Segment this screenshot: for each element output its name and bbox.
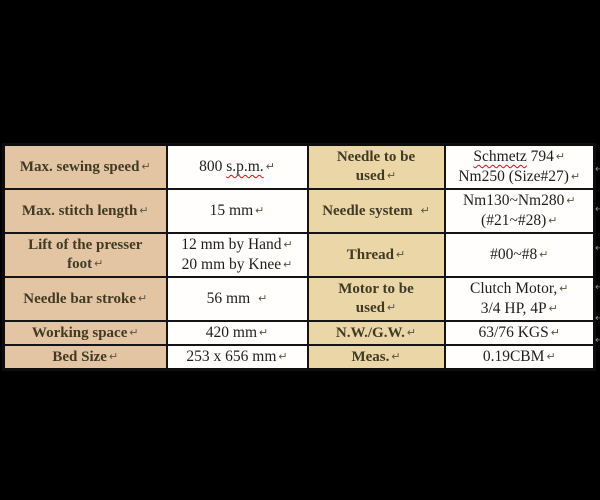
- row-end-mark: ↵: [595, 243, 600, 254]
- line-break-mark: ↵: [550, 327, 560, 339]
- line-break-mark: ↵: [283, 239, 293, 251]
- cell-text: 794: [526, 148, 554, 165]
- line-break-mark: ↵: [259, 327, 269, 339]
- cell-text: 420 mm: [205, 324, 258, 341]
- cell-text: Meas.: [351, 348, 390, 365]
- line-break-mark: ↵: [94, 258, 104, 270]
- cell-text: 20 mm by Knee: [181, 256, 282, 273]
- cell-text: 800: [199, 158, 227, 175]
- row-end-mark: ↵: [595, 313, 600, 324]
- spec-value-cell: #00~#8 ↵: [443, 232, 596, 278]
- specs-table: Max. sewing speed ↵ 800 s.p.m. ↵ Needle to…: [2, 143, 596, 371]
- misspelled-text: Schmetz: [473, 148, 527, 165]
- line-break-mark: ↵: [139, 204, 149, 217]
- cell-text: 3/4 HP, 4P: [480, 300, 547, 317]
- cell-text: N.W./G.W.: [335, 324, 405, 341]
- cell-text: 12 mm by Hand: [181, 236, 282, 253]
- table-row: Working space ↵ 420 mm ↵ N.W./G.W. ↵ 63/76 …: [2, 320, 596, 346]
- cell-text: #00~#8: [490, 246, 538, 263]
- spec-label-cell: Working space ↵: [2, 320, 168, 346]
- spec-label-cell: Lift of the presser foot ↵: [2, 232, 168, 278]
- cell-text: Nm130~Nm280: [462, 192, 565, 209]
- cell-text: 63/76 KGS: [478, 324, 549, 341]
- spec-value-cell: Schmetz 794 ↵ Nm250 (Size#27) ↵: [443, 143, 596, 190]
- cell-text: used: [355, 168, 385, 184]
- spec-value-cell: 15 mm ↵: [165, 188, 309, 234]
- cell-text: Needle system: [322, 202, 413, 219]
- spec-label-cell: Max. stitch length ↵: [2, 188, 168, 234]
- line-break-mark: ↵: [283, 259, 293, 271]
- cell-text: Needle to be: [336, 149, 416, 165]
- cell-text: Clutch Motor,: [470, 280, 558, 297]
- cell-text: Thread: [346, 246, 394, 263]
- cell-text: Lift of the presser: [28, 237, 143, 253]
- cell-text: 15 mm: [209, 202, 254, 219]
- line-break-mark: ↵: [108, 350, 119, 363]
- spec-value-cell: 56 mm ↵: [165, 276, 309, 322]
- row-end-mark: ↵: [595, 335, 600, 346]
- line-break-mark: ↵: [559, 283, 569, 295]
- cell-text: 253 x 656 mm: [186, 348, 277, 365]
- line-break-mark: ↵: [278, 351, 288, 363]
- table-row: Bed Size ↵ 253 x 656 mm ↵ Meas. ↵ 0.19CBM ↵: [2, 344, 596, 371]
- spec-label-cell: Needle system ↵: [306, 188, 446, 234]
- spec-label-cell: Needle to be used ↵: [306, 143, 446, 190]
- spec-value-cell: 420 mm ↵: [165, 320, 309, 346]
- line-break-mark: ↵: [420, 204, 430, 217]
- line-break-mark: ↵: [539, 249, 549, 261]
- spec-value-cell: 12 mm by Hand ↵ 20 mm by Knee ↵: [165, 232, 309, 278]
- line-break-mark: ↵: [555, 151, 566, 163]
- cell-text: Working space: [31, 324, 128, 341]
- line-break-mark: ↵: [566, 195, 576, 207]
- table-row: Lift of the presser foot ↵ 12 mm by Hand ↵…: [2, 232, 596, 278]
- line-break-mark: ↵: [548, 215, 558, 227]
- spec-value-cell: 63/76 KGS ↵: [443, 320, 596, 346]
- spec-label-cell: Motor to be used ↵: [306, 276, 446, 322]
- cell-text: Max. sewing speed: [19, 158, 140, 175]
- spec-value-cell: Clutch Motor, ↵ 3/4 HP, 4P ↵: [443, 276, 596, 322]
- line-break-mark: ↵: [138, 292, 148, 305]
- misspelled-text: s.p.m.: [226, 158, 264, 175]
- spec-label-cell: Bed Size ↵: [2, 344, 168, 371]
- spec-value-cell: 253 x 656 mm ↵: [165, 344, 309, 371]
- line-break-mark: ↵: [391, 350, 401, 363]
- line-break-mark: ↵: [129, 326, 139, 339]
- line-break-mark: ↵: [141, 160, 151, 173]
- line-break-mark: ↵: [386, 302, 397, 314]
- spec-label-cell: Needle bar stroke ↵: [2, 276, 168, 322]
- cell-text: Bed Size: [52, 348, 107, 365]
- spec-label-cell: N.W./G.W. ↵: [306, 320, 446, 346]
- table-row: Needle bar stroke ↵ 56 mm ↵ Motor to be us…: [2, 276, 596, 322]
- spec-label-cell: Max. sewing speed ↵: [2, 143, 168, 190]
- line-break-mark: ↵: [406, 326, 417, 339]
- line-break-mark: ↵: [265, 161, 275, 173]
- cell-text: 0.19CBM: [482, 348, 545, 365]
- line-break-mark: ↵: [386, 170, 397, 182]
- line-break-mark: ↵: [258, 293, 268, 305]
- cell-text: foot: [67, 256, 93, 272]
- line-break-mark: ↵: [548, 303, 558, 315]
- line-break-mark: ↵: [396, 248, 406, 261]
- cell-text: Motor to be: [338, 281, 414, 297]
- spec-label-cell: Thread ↵: [306, 232, 446, 278]
- spec-value-cell: 800 s.p.m. ↵: [165, 143, 309, 190]
- table-row: Max. stitch length ↵ 15 mm ↵ Needle system…: [2, 188, 596, 234]
- row-end-mark: ↵: [595, 282, 600, 293]
- cell-text: used: [355, 300, 385, 316]
- cell-text: Needle bar stroke: [23, 290, 137, 307]
- cell-text: Max. stitch length: [21, 202, 138, 219]
- spec-value-cell: 0.19CBM ↵: [443, 344, 596, 371]
- row-end-mark: ↵: [595, 164, 600, 175]
- cell-text: 56 mm: [206, 290, 251, 307]
- row-end-mark: ↵: [595, 204, 600, 215]
- line-break-mark: ↵: [255, 205, 265, 217]
- spec-value-cell: Nm130~Nm280 ↵ (#21~#28) ↵: [443, 188, 596, 234]
- spec-label-cell: Meas. ↵: [306, 344, 446, 371]
- cell-text: Nm250 (Size#27): [458, 168, 569, 185]
- table-row: Max. sewing speed ↵ 800 s.p.m. ↵ Needle to…: [2, 143, 596, 190]
- line-break-mark: ↵: [570, 171, 581, 183]
- line-break-mark: ↵: [546, 351, 556, 363]
- cell-text: (#21~#28): [481, 212, 547, 229]
